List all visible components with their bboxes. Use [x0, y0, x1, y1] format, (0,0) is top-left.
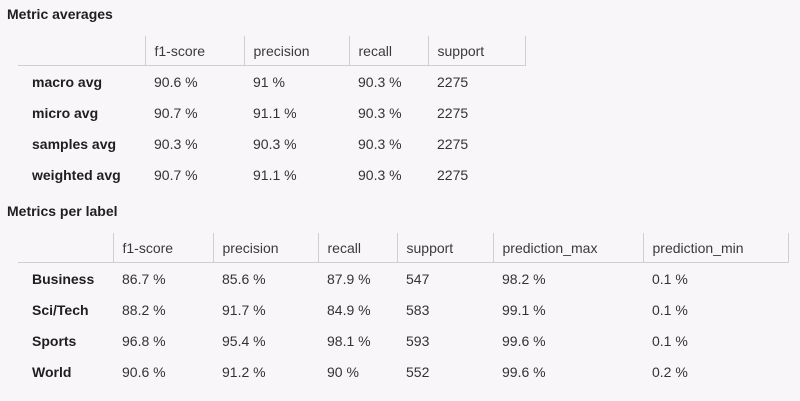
averages-table: f1-score precision recall support macro …	[18, 36, 526, 190]
cell-prediction-min: 0.1 %	[652, 332, 688, 349]
cell-recall: 87.9 %	[327, 270, 371, 287]
cell-f1: 96.8 %	[122, 332, 166, 349]
cell-precision: 91.7 %	[222, 301, 266, 318]
cell-f1: 88.2 %	[122, 301, 166, 318]
row-label: micro avg	[32, 104, 99, 121]
row-label: World	[32, 363, 72, 380]
row-label: weighted avg	[32, 166, 121, 183]
cell-f1: 90.6 %	[154, 73, 198, 90]
cell-support: 2275	[437, 104, 469, 121]
cell-f1: 86.7 %	[122, 270, 166, 287]
row-label: Business	[32, 270, 95, 287]
averages-header-row: f1-score precision recall support	[18, 36, 526, 66]
cell-prediction-max: 99.1 %	[502, 301, 546, 318]
cell-support: 2275	[437, 135, 469, 152]
averages-title: Metric averages	[7, 6, 113, 22]
table-row: macro avg 90.6 % 91 % 90.3 % 2275	[18, 66, 525, 98]
cell-prediction-min: 0.2 %	[652, 363, 688, 380]
averages-col-support: support	[428, 36, 526, 66]
table-row: Sports 96.8 % 95.4 % 98.1 % 593 99.6 % 0…	[18, 325, 788, 356]
cell-precision: 90.3 %	[253, 135, 297, 152]
table-row: weighted avg 90.7 % 91.1 % 90.3 % 2275	[18, 159, 525, 190]
averages-col-precision: precision	[244, 36, 350, 66]
per-label-header-row: f1-score precision recall support predic…	[18, 233, 789, 263]
cell-support: 547	[406, 270, 430, 287]
cell-support: 552	[406, 363, 430, 380]
cell-precision: 91 %	[253, 73, 285, 90]
table-row: samples avg 90.3 % 90.3 % 90.3 % 2275	[18, 128, 525, 159]
row-label: macro avg	[32, 73, 103, 90]
per-label-col-prediction-min: prediction_min	[643, 233, 789, 263]
table-row: Sci/Tech 88.2 % 91.7 % 84.9 % 583 99.1 %…	[18, 294, 788, 325]
per-label-col-recall: recall	[318, 233, 398, 263]
per-label-col-precision: precision	[213, 233, 319, 263]
cell-f1: 90.3 %	[154, 135, 198, 152]
cell-recall: 90.3 %	[358, 104, 402, 121]
cell-support: 583	[406, 301, 430, 318]
cell-recall: 98.1 %	[327, 332, 371, 349]
cell-recall: 90 %	[327, 363, 359, 380]
cell-support: 593	[406, 332, 430, 349]
cell-precision: 95.4 %	[222, 332, 266, 349]
row-label: Sports	[32, 332, 77, 349]
cell-precision: 91.1 %	[253, 166, 297, 183]
averages-corner-cell	[18, 36, 146, 66]
cell-prediction-max: 99.6 %	[502, 363, 546, 380]
cell-precision: 91.2 %	[222, 363, 266, 380]
per-label-col-f1: f1-score	[113, 233, 214, 263]
per-label-title: Metrics per label	[7, 203, 118, 219]
cell-prediction-max: 98.2 %	[502, 270, 546, 287]
per-label-corner-cell	[18, 233, 114, 263]
per-label-col-support: support	[397, 233, 494, 263]
cell-f1: 90.7 %	[154, 104, 198, 121]
row-label: samples avg	[32, 135, 117, 152]
cell-precision: 91.1 %	[253, 104, 297, 121]
cell-recall: 84.9 %	[327, 301, 371, 318]
cell-prediction-max: 99.6 %	[502, 332, 546, 349]
cell-prediction-min: 0.1 %	[652, 270, 688, 287]
cell-support: 2275	[437, 73, 469, 90]
row-label: Sci/Tech	[32, 301, 89, 318]
cell-recall: 90.3 %	[358, 166, 402, 183]
table-row: Business 86.7 % 85.6 % 87.9 % 547 98.2 %…	[18, 263, 788, 295]
table-row: World 90.6 % 91.2 % 90 % 552 99.6 % 0.2 …	[18, 356, 788, 387]
cell-recall: 90.3 %	[358, 135, 402, 152]
cell-support: 2275	[437, 166, 469, 183]
cell-f1: 90.7 %	[154, 166, 198, 183]
averages-col-recall: recall	[349, 36, 429, 66]
per-label-table: f1-score precision recall support predic…	[18, 233, 789, 387]
per-label-col-prediction-max: prediction_max	[493, 233, 644, 263]
averages-col-f1: f1-score	[145, 36, 245, 66]
table-row: micro avg 90.7 % 91.1 % 90.3 % 2275	[18, 97, 525, 128]
cell-prediction-min: 0.1 %	[652, 301, 688, 318]
cell-recall: 90.3 %	[358, 73, 402, 90]
cell-f1: 90.6 %	[122, 363, 166, 380]
cell-precision: 85.6 %	[222, 270, 266, 287]
